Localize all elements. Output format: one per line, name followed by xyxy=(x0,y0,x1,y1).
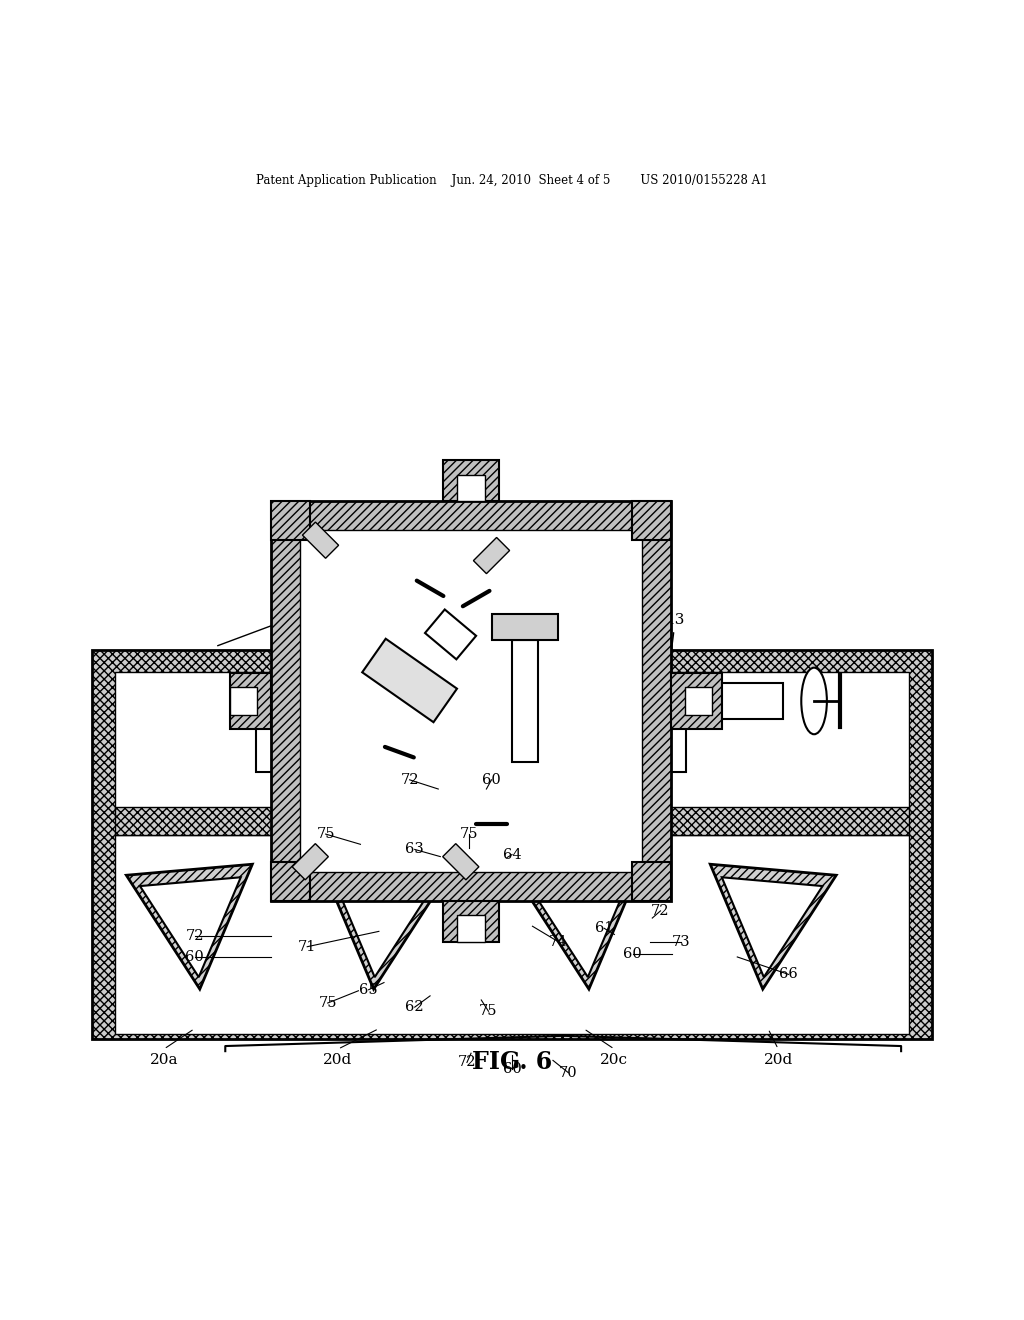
FancyBboxPatch shape xyxy=(271,502,671,900)
Text: 75: 75 xyxy=(479,1005,498,1018)
Text: 20d: 20d xyxy=(324,1053,352,1068)
Text: 75: 75 xyxy=(318,997,337,1010)
Text: 60: 60 xyxy=(482,772,501,787)
Polygon shape xyxy=(529,878,630,977)
Text: 72: 72 xyxy=(185,929,204,944)
FancyBboxPatch shape xyxy=(271,502,310,540)
Polygon shape xyxy=(362,639,457,722)
FancyBboxPatch shape xyxy=(230,673,271,729)
Text: 60: 60 xyxy=(185,950,204,964)
Text: FIG. 5: FIG. 5 xyxy=(472,612,552,636)
Text: 60: 60 xyxy=(503,1061,521,1076)
Text: 72: 72 xyxy=(651,904,670,917)
Text: 65: 65 xyxy=(359,982,378,997)
Text: 71: 71 xyxy=(298,940,316,954)
Text: 75: 75 xyxy=(460,828,478,841)
Polygon shape xyxy=(711,865,837,989)
Polygon shape xyxy=(425,610,476,659)
FancyBboxPatch shape xyxy=(512,639,538,763)
Text: 70: 70 xyxy=(559,1065,578,1080)
FancyBboxPatch shape xyxy=(722,682,783,719)
FancyBboxPatch shape xyxy=(115,672,909,813)
Text: 20d: 20d xyxy=(764,1053,793,1068)
Text: 61: 61 xyxy=(595,921,613,936)
FancyBboxPatch shape xyxy=(685,688,712,715)
FancyBboxPatch shape xyxy=(632,862,671,900)
Text: 66: 66 xyxy=(779,968,798,981)
FancyBboxPatch shape xyxy=(271,862,310,900)
Polygon shape xyxy=(126,865,252,989)
FancyBboxPatch shape xyxy=(442,900,500,941)
Text: 62: 62 xyxy=(406,1001,424,1014)
Polygon shape xyxy=(302,523,339,558)
Text: 73: 73 xyxy=(672,935,690,949)
Polygon shape xyxy=(515,865,641,989)
FancyBboxPatch shape xyxy=(300,529,642,873)
Polygon shape xyxy=(473,537,510,574)
Text: 20a: 20a xyxy=(150,1053,178,1068)
Polygon shape xyxy=(140,878,241,977)
FancyBboxPatch shape xyxy=(115,807,909,836)
Text: 13: 13 xyxy=(666,614,685,693)
FancyBboxPatch shape xyxy=(671,673,722,729)
Text: 60: 60 xyxy=(624,946,642,961)
Text: 20c: 20c xyxy=(600,1053,629,1068)
Text: 64: 64 xyxy=(503,847,521,862)
FancyBboxPatch shape xyxy=(457,915,485,941)
FancyBboxPatch shape xyxy=(115,836,909,1034)
Text: 11: 11 xyxy=(218,614,296,645)
Ellipse shape xyxy=(802,668,827,734)
FancyBboxPatch shape xyxy=(230,688,257,715)
Polygon shape xyxy=(292,843,329,880)
Text: FIG. 6: FIG. 6 xyxy=(472,1051,552,1074)
Text: 72: 72 xyxy=(458,1056,476,1069)
Text: Patent Application Publication    Jun. 24, 2010  Sheet 4 of 5        US 2010/015: Patent Application Publication Jun. 24, … xyxy=(256,174,768,187)
FancyBboxPatch shape xyxy=(457,475,485,502)
Text: 75: 75 xyxy=(316,828,335,841)
Text: 72: 72 xyxy=(400,772,419,787)
FancyBboxPatch shape xyxy=(256,696,686,772)
Text: 63: 63 xyxy=(406,842,424,857)
Polygon shape xyxy=(333,878,433,977)
Polygon shape xyxy=(722,878,822,977)
Text: 74: 74 xyxy=(549,935,567,949)
Polygon shape xyxy=(442,843,479,880)
FancyBboxPatch shape xyxy=(92,649,932,1039)
Polygon shape xyxy=(322,865,447,989)
FancyBboxPatch shape xyxy=(442,461,500,502)
FancyBboxPatch shape xyxy=(632,502,671,540)
FancyBboxPatch shape xyxy=(492,614,558,639)
